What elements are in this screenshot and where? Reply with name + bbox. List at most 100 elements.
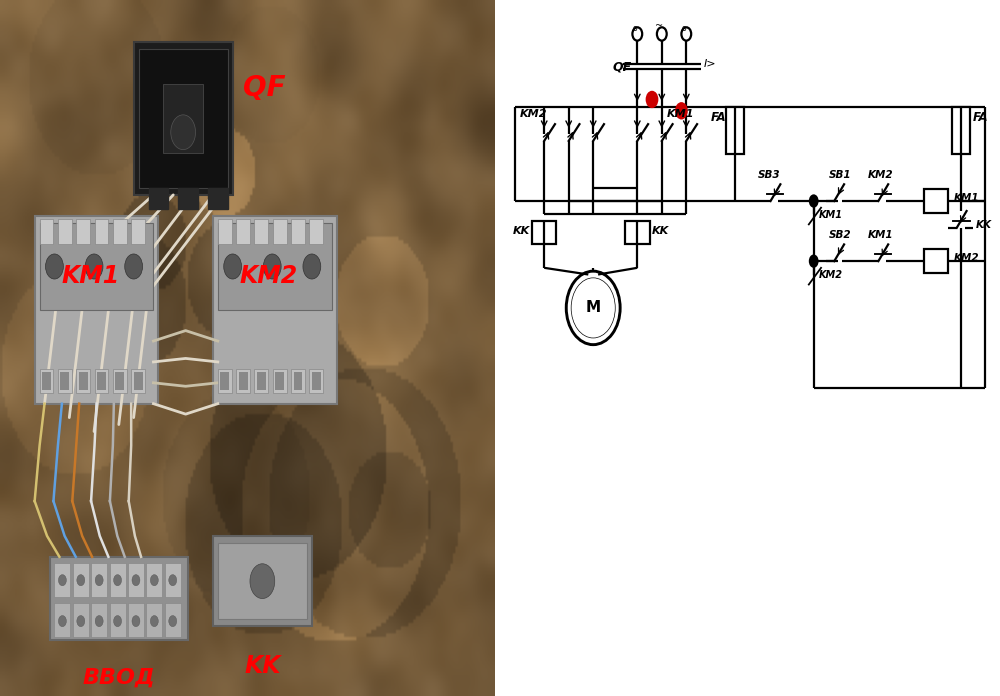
Circle shape — [566, 271, 620, 345]
Bar — [128, 603, 144, 637]
Text: o: o — [682, 24, 686, 33]
Text: SB3: SB3 — [757, 170, 780, 180]
Bar — [165, 564, 181, 597]
Text: KK: KK — [975, 220, 991, 230]
Bar — [42, 372, 51, 390]
Bar — [239, 372, 248, 390]
FancyBboxPatch shape — [213, 216, 337, 404]
Bar — [131, 369, 145, 393]
Text: KK: KK — [652, 226, 669, 237]
Bar — [76, 219, 90, 244]
FancyBboxPatch shape — [139, 49, 228, 188]
Text: ~: ~ — [655, 21, 663, 31]
Text: SB2: SB2 — [828, 230, 851, 239]
Bar — [91, 564, 107, 597]
Bar — [257, 372, 266, 390]
Bar — [110, 564, 126, 597]
FancyBboxPatch shape — [163, 84, 203, 153]
Bar — [113, 369, 127, 393]
Circle shape — [169, 615, 177, 626]
Bar — [95, 369, 108, 393]
Bar — [924, 249, 948, 273]
Circle shape — [77, 615, 85, 626]
Bar — [309, 369, 323, 393]
Text: QF: QF — [613, 61, 632, 74]
Circle shape — [125, 254, 143, 279]
Bar — [726, 107, 744, 155]
Circle shape — [250, 564, 275, 599]
Bar — [73, 564, 89, 597]
Bar — [532, 221, 556, 244]
Text: o: o — [633, 24, 637, 33]
Bar — [115, 372, 124, 390]
Bar — [165, 603, 181, 637]
Text: SB1: SB1 — [828, 170, 851, 180]
Bar — [146, 603, 162, 637]
Bar — [254, 369, 268, 393]
Bar — [76, 369, 90, 393]
Circle shape — [224, 254, 242, 279]
Bar — [236, 369, 250, 393]
Text: KM2: KM2 — [520, 109, 547, 120]
Text: KM2: KM2 — [819, 270, 843, 280]
Text: KK: KK — [244, 654, 281, 678]
FancyBboxPatch shape — [218, 543, 307, 619]
Circle shape — [132, 575, 140, 586]
Bar — [79, 372, 88, 390]
Circle shape — [77, 575, 85, 586]
Bar — [273, 219, 287, 244]
Bar — [236, 219, 250, 244]
Text: KM1: KM1 — [667, 109, 694, 120]
Circle shape — [95, 575, 103, 586]
Circle shape — [150, 575, 158, 586]
Bar — [54, 564, 70, 597]
Circle shape — [263, 254, 281, 279]
Bar — [134, 372, 143, 390]
Bar — [208, 188, 228, 209]
Bar — [291, 369, 305, 393]
Bar — [952, 107, 970, 155]
Bar — [40, 219, 53, 244]
Circle shape — [169, 575, 177, 586]
Text: KM1: KM1 — [819, 209, 843, 220]
Bar — [73, 603, 89, 637]
Bar — [275, 372, 284, 390]
Bar — [178, 188, 198, 209]
Circle shape — [675, 102, 688, 120]
Circle shape — [132, 615, 140, 626]
Text: ВВОД: ВВОД — [82, 668, 155, 688]
Text: KM2: KM2 — [953, 253, 979, 263]
FancyBboxPatch shape — [40, 223, 153, 310]
Circle shape — [58, 575, 66, 586]
Bar — [58, 219, 72, 244]
Circle shape — [657, 27, 667, 40]
Bar — [131, 219, 145, 244]
FancyBboxPatch shape — [35, 216, 158, 404]
Bar — [220, 372, 229, 390]
Bar — [294, 372, 302, 390]
Bar — [146, 564, 162, 597]
FancyBboxPatch shape — [213, 536, 312, 626]
Bar — [54, 603, 70, 637]
Circle shape — [114, 575, 122, 586]
FancyBboxPatch shape — [218, 223, 332, 310]
Bar — [309, 219, 323, 244]
Text: KM1: KM1 — [953, 193, 979, 203]
Bar — [924, 189, 948, 213]
Bar — [113, 219, 127, 244]
Text: QF: QF — [243, 74, 285, 102]
Bar — [218, 219, 232, 244]
Circle shape — [681, 27, 691, 40]
Text: I>: I> — [703, 59, 716, 70]
Bar — [312, 372, 321, 390]
Bar — [60, 372, 69, 390]
Bar — [97, 372, 106, 390]
Circle shape — [646, 90, 658, 108]
FancyBboxPatch shape — [50, 557, 188, 640]
Bar — [58, 369, 72, 393]
Bar — [291, 219, 305, 244]
Text: KK: KK — [512, 226, 530, 237]
Circle shape — [809, 194, 819, 207]
Text: FA: FA — [711, 111, 726, 124]
Text: FA: FA — [973, 111, 989, 124]
